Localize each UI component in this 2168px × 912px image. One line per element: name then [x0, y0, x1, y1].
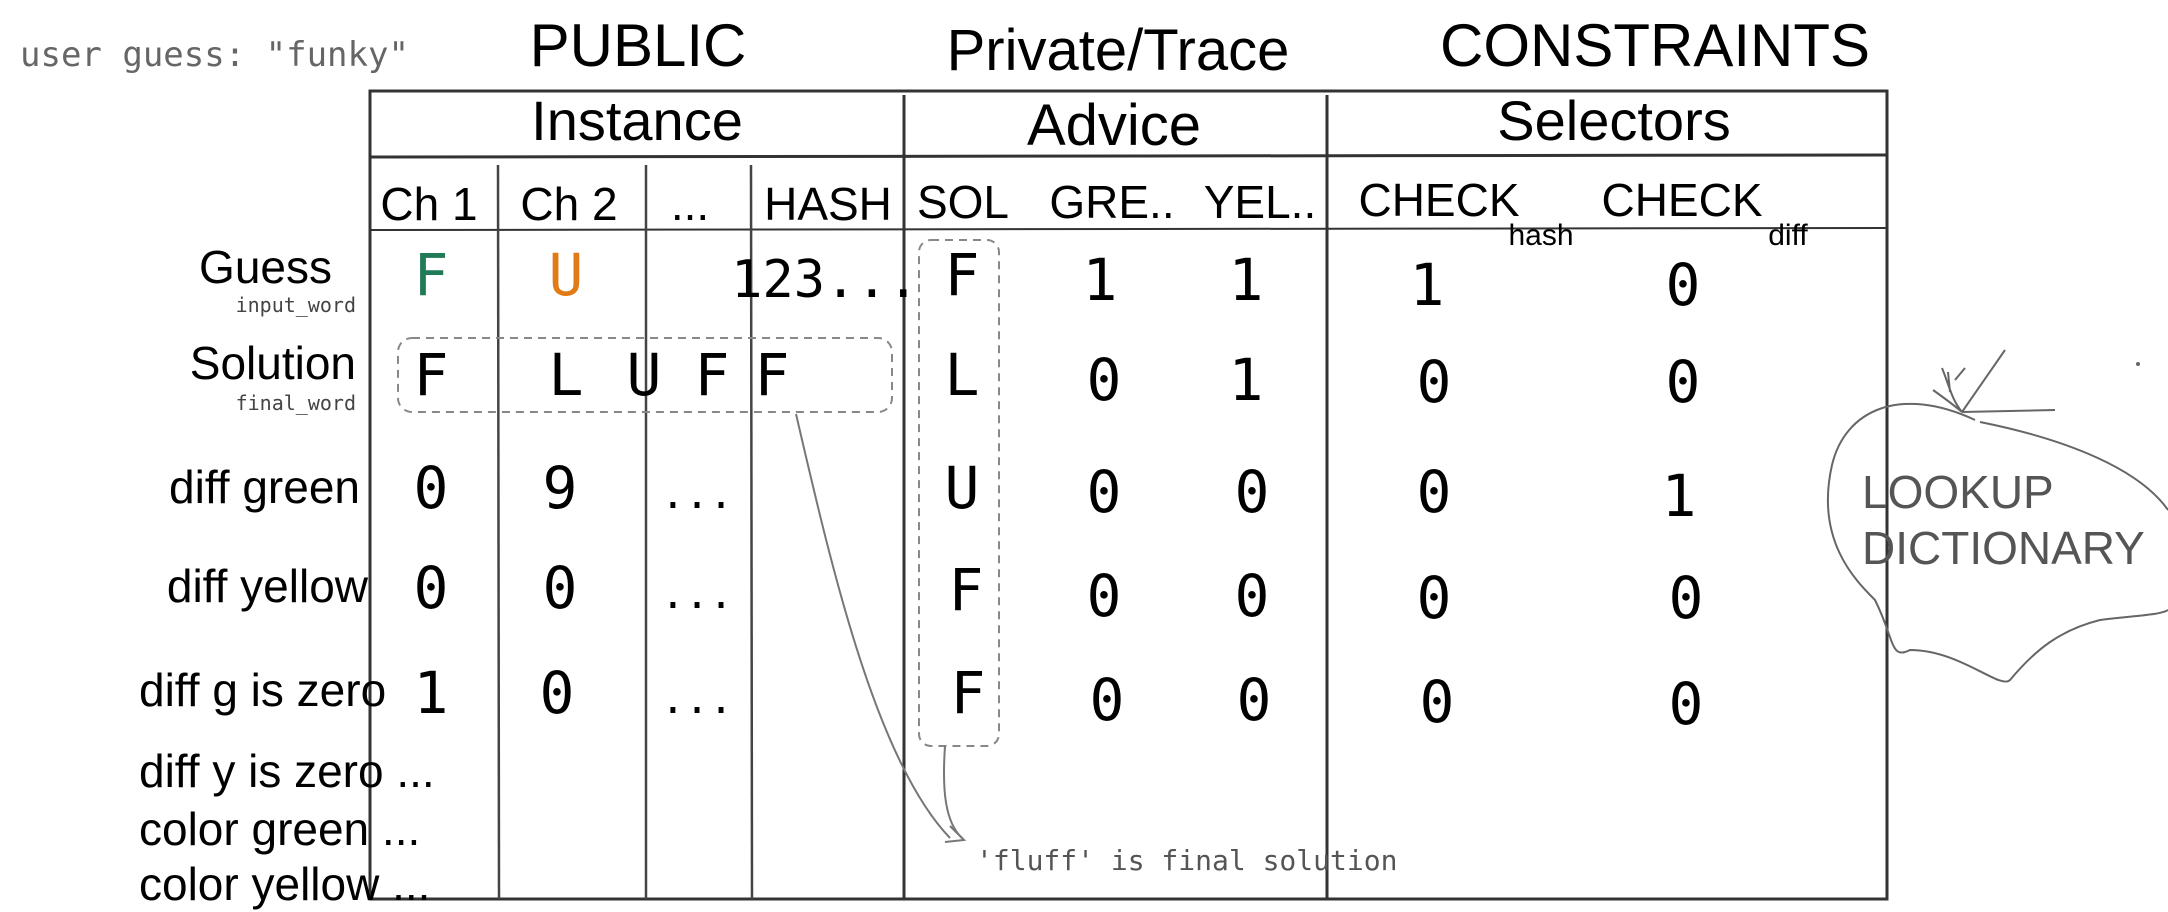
row-diff-g-zero: diff g is zero: [139, 664, 386, 716]
cell-diff-yellow-ch1: 0: [414, 554, 449, 622]
col-ellipsis: ...: [671, 178, 709, 230]
cell-guess-ch2: U: [549, 241, 584, 309]
solution-dashed-box: [397, 337, 893, 413]
cell-gre-1: 1: [1083, 246, 1118, 314]
cell-yel-4: 0: [1235, 562, 1270, 630]
cell-gre-4: 0: [1087, 562, 1122, 630]
cell-solution-5: F: [755, 341, 790, 409]
row-solution: Solution: [190, 337, 356, 389]
col-check-hash: CHECK: [1358, 174, 1519, 226]
cell-gre-3: 0: [1087, 458, 1122, 526]
cell-solution-4: F: [695, 341, 730, 409]
col-check-diff: CHECK: [1601, 174, 1762, 226]
row-labels: Guess input_word Solution final_word dif…: [139, 241, 435, 910]
row-color-green: color green ...: [139, 803, 420, 855]
lookup-line-1: LOOKUP: [1862, 466, 2054, 518]
cell-check-hash-1: 1: [1410, 251, 1445, 319]
cell-diff-g-zero-more: ...: [661, 677, 733, 723]
row-diff-green: diff green: [169, 461, 360, 513]
col-ch1: Ch 1: [380, 178, 477, 230]
cell-sol-3: U: [945, 454, 980, 522]
cell-diff-green-ch1: 0: [414, 454, 449, 522]
advice-cells: F L U F F 1 0 0 0 0 1 1 0 0 0: [945, 241, 1272, 734]
group-advice: Advice: [1027, 93, 1201, 158]
cell-gre-5: 0: [1090, 666, 1125, 734]
instance-cells: F U 123... F L U F F 0 9 ... 0 0 ... 1 0…: [414, 241, 919, 727]
cell-diff-green-more: ...: [661, 472, 733, 518]
cell-yel-2: 1: [1229, 346, 1264, 414]
cell-sol-2: L: [945, 341, 980, 409]
col-sol: SOL: [917, 176, 1009, 228]
dot-mark: [2136, 362, 2140, 366]
section-private: Private/Trace: [947, 18, 1290, 83]
group-selectors: Selectors: [1497, 89, 1730, 152]
cell-diff-yellow-ch2: 0: [543, 554, 578, 622]
cell-sol-4: F: [949, 556, 984, 624]
row-guess-sub: input_word: [236, 293, 356, 317]
row-diff-y-zero: diff y is zero ...: [139, 745, 435, 797]
cell-check-diff-2: 0: [1666, 348, 1701, 416]
cell-solution-1: F: [414, 341, 449, 409]
cell-guess-hash: 123...: [731, 250, 919, 310]
cell-diff-g-zero-ch2: 0: [540, 659, 575, 727]
col-ch2: Ch 2: [520, 178, 617, 230]
solution-connector: [795, 413, 951, 839]
row-solution-sub: final_word: [236, 391, 356, 415]
cell-diff-yellow-more: ...: [661, 572, 733, 618]
cell-yel-3: 0: [1235, 458, 1270, 526]
cell-yel-1: 1: [1229, 246, 1264, 314]
col-yel: YEL..: [1204, 176, 1317, 228]
lookup-blob-right: [1979, 421, 2168, 511]
cell-check-diff-3: 1: [1662, 462, 1697, 530]
sol-dashed-box: [918, 239, 1000, 747]
cell-sol-1: F: [945, 241, 980, 309]
user-guess-note: user guess: "funky": [20, 35, 409, 75]
cell-diff-green-ch2: 9: [543, 454, 578, 522]
cell-guess-ch1: F: [414, 241, 449, 309]
cell-check-hash-5: 0: [1420, 668, 1455, 736]
cell-check-hash-3: 0: [1417, 458, 1452, 526]
row-diff-yellow: diff yellow: [167, 560, 369, 612]
selector-cells: 1 0 0 0 0 0 0 1 0 0: [1410, 251, 1704, 738]
cell-solution-3: U: [627, 341, 662, 409]
cell-solution-2: L: [549, 341, 584, 409]
col-hash: HASH: [764, 178, 892, 230]
instance-column-dividers: [496, 164, 754, 900]
cell-check-hash-4: 0: [1417, 564, 1452, 632]
arrow-head: [944, 825, 967, 843]
section-public: PUBLIC: [530, 12, 747, 79]
scribble-mark: [1932, 349, 2056, 413]
cell-yel-5: 0: [1237, 666, 1272, 734]
lookup-dictionary-blob: [1826, 402, 2168, 683]
cell-check-hash-2: 0: [1417, 348, 1452, 416]
cell-check-diff-5: 0: [1669, 670, 1704, 738]
sol-connector: [942, 745, 963, 839]
col-gre: GRE..: [1049, 176, 1174, 228]
group-instance: Instance: [531, 89, 743, 152]
cell-check-diff-4: 0: [1669, 564, 1704, 632]
table-frame: [368, 89, 1889, 901]
cell-check-diff-1: 0: [1666, 251, 1701, 319]
lookup-line-2: DICTIONARY: [1862, 522, 2145, 574]
cell-diff-g-zero-ch1: 1: [414, 659, 449, 727]
cell-gre-2: 0: [1087, 346, 1122, 414]
col-check-diff-sub: diff: [1768, 219, 1808, 252]
row-guess: Guess: [199, 241, 332, 293]
row-color-yellow: color yellow ...: [139, 858, 430, 910]
cell-sol-5: F: [951, 659, 986, 727]
column-headers: Ch 1 Ch 2 ... HASH SOL GRE.. YEL.. CHECK…: [380, 174, 1808, 252]
section-constraints: CONSTRAINTS: [1440, 12, 1870, 79]
col-check-hash-sub: hash: [1508, 219, 1573, 252]
annotation-fluff: 'fluff' is final solution: [976, 844, 1397, 877]
